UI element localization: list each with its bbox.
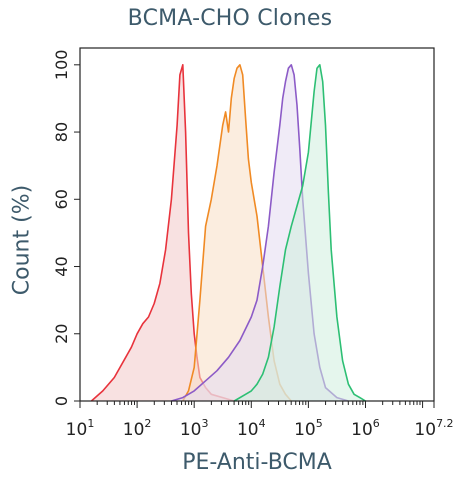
series-1-fill	[91, 64, 235, 402]
series-4-line	[233, 64, 366, 402]
x-tick-label: 101	[66, 417, 95, 440]
x-tick-label: 105	[294, 417, 323, 440]
plot-frame	[79, 47, 435, 402]
x-axis-ticks: 101 102 103 104 105 106 107.2	[66, 401, 454, 440]
x-tick-label: 103	[180, 417, 209, 440]
x-tick-label: 107.2	[414, 417, 453, 440]
chart-title: BCMA-CHO Clones	[127, 6, 333, 31]
x-tick-label: 106	[351, 417, 380, 440]
y-tick-label: 0	[52, 396, 71, 406]
x-tick-label: 104	[237, 417, 266, 440]
y-tick-label: 100	[52, 50, 71, 81]
x-tick-label: 102	[123, 417, 152, 440]
series-layer	[90, 64, 366, 402]
y-tick-label: 40	[52, 256, 71, 276]
y-tick-label: 60	[52, 189, 71, 209]
y-axis-ticks: 0 20 40 60 80 100	[52, 50, 80, 406]
y-tick-label: 80	[52, 122, 71, 142]
y-tick-label: 20	[52, 324, 71, 344]
x-axis-label: PE-Anti-BCMA	[182, 450, 332, 475]
series-4-fill	[234, 64, 366, 402]
